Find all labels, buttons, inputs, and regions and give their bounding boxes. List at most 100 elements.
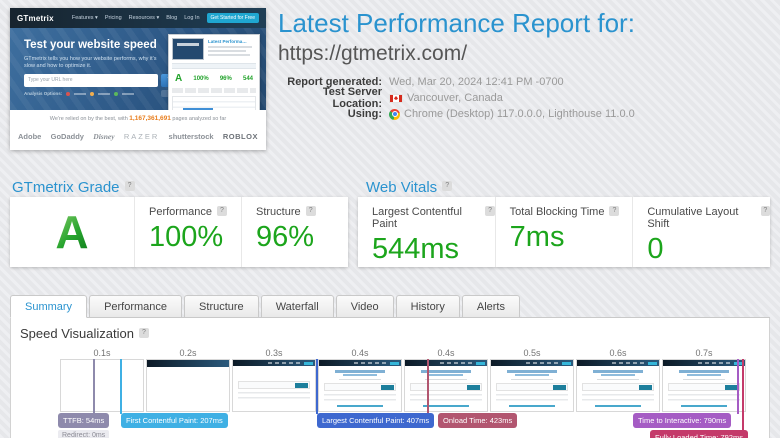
- fcp-badge: First Contentful Paint: 207ms: [121, 413, 228, 428]
- web-vitals-section-title: Web Vitals ?: [366, 179, 453, 196]
- site-screenshot-thumbnail[interactable]: GTmetrix Features ▾ Pricing Resources ▾ …: [10, 8, 266, 150]
- mini-report-line: [208, 54, 250, 56]
- structure-value: 96%: [256, 221, 315, 253]
- mini-report-band: [172, 63, 256, 69]
- tbt-value: 7ms: [509, 221, 565, 253]
- mini-structure: 96%: [219, 75, 232, 82]
- tti-badge: Time to Interactive: 790ms: [633, 413, 732, 428]
- thumb-nav-cta: Get Started for Free: [206, 13, 259, 23]
- time-label-0_1s: 0.1s: [93, 348, 111, 358]
- onload-badge: Onload Time: 423ms: [438, 413, 518, 428]
- lcp-cell: Largest Contentful Paint ? 544ms: [358, 197, 495, 267]
- thumb-bottom-strip: We're relied on by the best, with 1,167,…: [10, 110, 266, 150]
- mini-report-bar: [183, 108, 213, 111]
- connection-dot-icon: [114, 91, 119, 96]
- tab-alerts[interactable]: Alerts: [461, 295, 520, 318]
- logo-godaddy: GoDaddy: [50, 131, 84, 141]
- mini-report-screenshot: [172, 38, 204, 60]
- meta-value: Wed, Mar 20, 2024 12:41 PM -0700: [389, 76, 564, 88]
- vitals-title-text: Web Vitals: [366, 179, 438, 196]
- thumb-mini-report-card: Latest Performa… A 100% 96% 544: [168, 34, 260, 120]
- meta-label: Report generated:: [287, 76, 382, 88]
- tab-performance[interactable]: Performance: [89, 295, 183, 318]
- browser-dot-icon: [90, 91, 95, 96]
- vitals-help-icon[interactable]: ?: [442, 181, 453, 191]
- option-dash: [74, 92, 87, 95]
- meta-value: Chrome (Desktop) 117.0.0.0, Lighthouse 1…: [389, 108, 635, 120]
- filmstrip-frame-2: [146, 359, 230, 412]
- cls-label-row: Cumulative Layout Shift ?: [647, 206, 771, 230]
- tab-waterfall[interactable]: Waterfall: [260, 295, 334, 318]
- option-dash: [98, 92, 111, 95]
- thumb-analysis-options: Analysis Options:: [24, 91, 135, 96]
- filmstrip-frame-6: [490, 359, 574, 412]
- mini-performance: 100%: [193, 75, 209, 82]
- logo-roblox: ROBLOX: [222, 131, 258, 141]
- tbt-cell: Total Blocking Time ? 7ms: [494, 197, 633, 267]
- grade-letter: A: [55, 206, 89, 258]
- cls-label: Cumulative Layout Shift: [647, 206, 739, 230]
- fully-loaded-marker-line: [742, 359, 744, 431]
- tested-url[interactable]: https://gtmetrix.com/: [278, 42, 468, 65]
- speed-visualization-help-icon[interactable]: ?: [138, 328, 149, 338]
- thumb-nav-pricing: Pricing: [104, 15, 122, 21]
- lcp-value: 544ms: [372, 233, 460, 265]
- tagline-suffix: pages analyzed so far: [170, 116, 227, 122]
- performance-value: 100%: [149, 221, 224, 253]
- fcp-marker-line: [120, 359, 122, 414]
- time-label-0_3s: 0.3s: [265, 348, 283, 358]
- filmstrip-frame-8: [662, 359, 746, 412]
- lcp-help-icon[interactable]: ?: [485, 206, 495, 216]
- filmstrip-frame-1: [60, 359, 144, 412]
- thumb-nav-resources: Resources ▾: [128, 15, 160, 21]
- cls-help-icon[interactable]: ?: [760, 206, 771, 216]
- structure-help-icon[interactable]: ?: [305, 206, 316, 216]
- grade-help-icon[interactable]: ?: [124, 181, 135, 191]
- performance-help-icon[interactable]: ?: [216, 206, 227, 216]
- grade-letter-cell: A: [10, 197, 134, 267]
- performance-label: Performance: [149, 206, 212, 218]
- thumb-tagline: We're relied on by the best, with 1,167,…: [10, 115, 266, 122]
- tab-video[interactable]: Video: [335, 295, 394, 318]
- ttfb-marker-line: [93, 359, 95, 414]
- cls-cell: Cumulative Layout Shift ? 0: [632, 197, 771, 267]
- tab-structure[interactable]: Structure: [184, 295, 259, 318]
- meta-label: Test Server Location:: [322, 86, 382, 110]
- option-dash: [122, 92, 135, 95]
- meta-label: Using:: [347, 108, 382, 120]
- mini-grade: A: [175, 73, 183, 84]
- lcp-badge: Largest Contentful Paint: 407ms: [317, 413, 435, 428]
- mini-lcp: 544: [242, 75, 253, 82]
- logo-disney: Disney: [93, 131, 115, 141]
- pages-analyzed-count: 1,167,361,691: [129, 115, 171, 122]
- meta-row-using: Using: Chrome (Desktop) 117.0.0.0, Light…: [278, 106, 635, 122]
- structure-label: Structure: [256, 206, 301, 218]
- time-label-0_4s-b: 0.4s: [437, 348, 455, 358]
- report-tabs: Summary Performance Structure Waterfall …: [10, 295, 520, 318]
- mini-report-line: [208, 46, 252, 48]
- time-label-0_6s: 0.6s: [609, 348, 627, 358]
- lcp-label: Largest Contentful Paint: [372, 206, 462, 230]
- tbt-label: Total Blocking Time: [509, 206, 605, 218]
- performance-label-row: Performance ?: [149, 206, 241, 218]
- meta-browser-text: Chrome (Desktop) 117.0.0.0, Lighthouse 1…: [404, 108, 635, 120]
- thumb-hero-subtext: GTmetrix tells you how your website perf…: [24, 56, 157, 69]
- structure-cell: Structure ? 96%: [241, 197, 348, 267]
- tab-history[interactable]: History: [395, 295, 460, 318]
- thumb-analysis-options-label: Analysis Options:: [24, 91, 63, 96]
- chrome-icon: [389, 108, 400, 120]
- speed-visualization-title-text: Speed Visualization: [20, 326, 134, 341]
- time-label-0_2s: 0.2s: [179, 348, 197, 358]
- ttfb-badge: TTFB: 54ms: [58, 413, 110, 428]
- time-label-0_7s: 0.7s: [695, 348, 713, 358]
- filmstrip-frame-4: [318, 359, 402, 412]
- grade-panel: A Performance ? 100% Structure ? 96%: [10, 197, 348, 267]
- time-label-0_4s-a: 0.4s: [351, 348, 369, 358]
- canada-flag-icon: [389, 93, 403, 103]
- filmstrip-frame-7: [576, 359, 660, 412]
- mini-report-line: [208, 50, 246, 52]
- tab-summary[interactable]: Summary: [10, 295, 88, 318]
- speed-visualization-heading: Speed Visualization ?: [20, 326, 149, 341]
- tbt-help-icon[interactable]: ?: [609, 206, 620, 216]
